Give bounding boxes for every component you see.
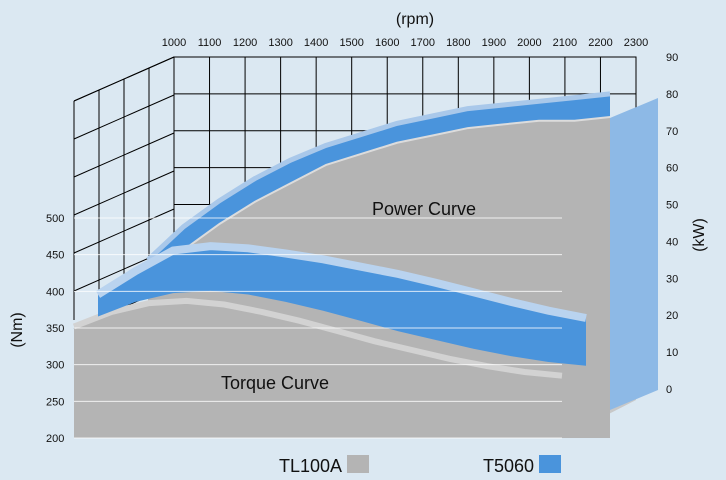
y-right-axis-ticks: 0 10 20 30 40 50 60 70 80 90 <box>666 52 678 396</box>
x-axis-title: (rpm) <box>396 11 434 28</box>
chart-curves <box>72 91 611 439</box>
x-tick-label: 2300 <box>624 37 648 49</box>
y-right-tick-label: 30 <box>666 273 678 285</box>
x-tick-label: 2100 <box>553 37 577 49</box>
x-tick-label: 1900 <box>482 37 506 49</box>
x-tick-label: 1000 <box>162 37 186 49</box>
x-tick-label: 1300 <box>268 37 292 49</box>
y-left-tick-label: 450 <box>46 250 64 262</box>
x-tick-label: 2200 <box>588 37 612 49</box>
area-torque-t5060 <box>98 246 586 366</box>
y-left-axis-title: (Nm) <box>9 312 26 348</box>
legend: TL100A T5060 <box>279 455 561 476</box>
power-curve-label: Power Curve <box>372 199 476 219</box>
y-left-tick-label: 200 <box>46 433 64 445</box>
x-tick-label: 1200 <box>233 37 257 49</box>
y-left-tick-label: 400 <box>46 286 64 298</box>
x-tick-label: 1600 <box>375 37 399 49</box>
y-right-tick-label: 60 <box>666 163 678 175</box>
y-right-tick-label: 40 <box>666 236 678 248</box>
y-right-tick-label: 80 <box>666 89 678 101</box>
x-tick-label: 1500 <box>339 37 363 49</box>
y-right-tick-label: 50 <box>666 200 678 212</box>
y-right-tick-label: 0 <box>666 384 672 396</box>
grid-line-depth <box>73 132 175 178</box>
torque-curve-label: Torque Curve <box>221 373 329 393</box>
y-left-tick-label: 500 <box>46 213 64 225</box>
y-right-tick-label: 70 <box>666 126 678 138</box>
area-torque-tl100a <box>74 300 562 438</box>
x-tick-label: 1800 <box>446 37 470 49</box>
legend-swatch-t5060 <box>539 455 561 473</box>
legend-swatch-tl100a <box>347 455 369 473</box>
y-right-tick-label: 90 <box>666 52 678 64</box>
line-torque-t5060 <box>95 242 587 322</box>
y-right-tick-label: 20 <box>666 310 678 322</box>
grid-line-depth <box>73 94 175 140</box>
x-tick-label: 1400 <box>304 37 328 49</box>
x-tick-label: 1100 <box>198 37 222 49</box>
legend-label-tl100a: TL100A <box>279 456 342 476</box>
legend-label-t5060: T5060 <box>483 456 534 476</box>
grid-line-depth <box>73 170 175 216</box>
y-left-tick-label: 250 <box>46 396 64 408</box>
y-right-tick-label: 10 <box>666 347 678 359</box>
x-tick-label: 2000 <box>517 37 541 49</box>
y-left-tick-label: 350 <box>46 323 64 335</box>
grid-line-depth <box>73 56 175 102</box>
x-axis-ticks: 1000 1100 1200 1300 1400 1500 1600 1700 1800 1900… <box>162 37 648 49</box>
y-left-axis-ticks: 200 250 300 350 400 450 500 <box>46 213 64 445</box>
y-left-tick-label: 300 <box>46 360 64 372</box>
x-tick-label: 1700 <box>411 37 435 49</box>
line-power-t5060 <box>146 91 611 262</box>
grid-line-depth <box>73 208 175 254</box>
y-right-axis-title: (kW) <box>691 218 708 252</box>
